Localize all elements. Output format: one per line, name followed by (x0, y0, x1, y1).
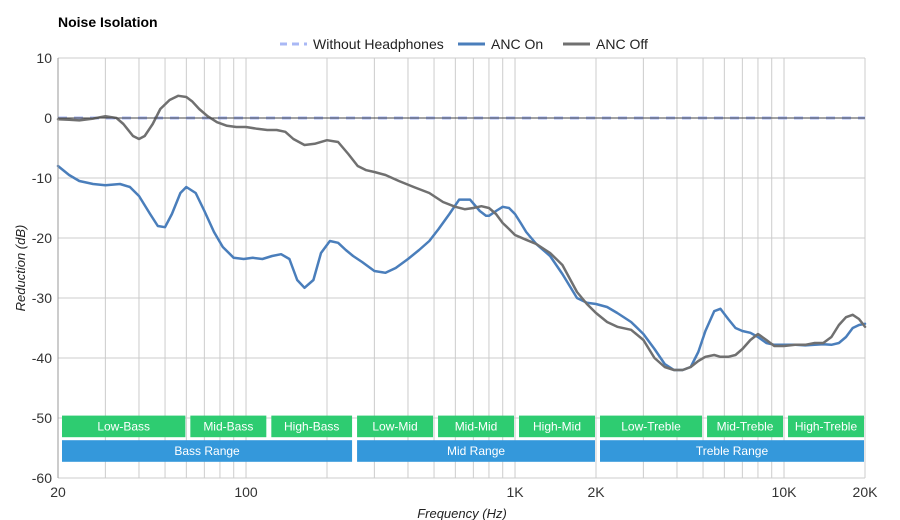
band-label: Low-Bass (97, 419, 150, 433)
band-label: Low-Treble (621, 419, 681, 433)
y-tick-label: -20 (32, 230, 52, 246)
x-tick-label: 10K (772, 484, 798, 500)
band-high-bass (271, 415, 353, 438)
grid-lines (57, 57, 866, 479)
band-mid-mid (438, 415, 515, 438)
band-low-mid (357, 415, 434, 438)
band-bass-range (62, 440, 353, 462)
x-tick-label: 1K (506, 484, 524, 500)
y-tick-label: -10 (32, 170, 52, 186)
band-label: High-Bass (284, 419, 339, 433)
band-label: Mid-Bass (203, 419, 253, 433)
x-tick-label: 20 (50, 484, 66, 500)
band-label: Low-Mid (372, 419, 417, 433)
y-tick-label: -60 (32, 470, 52, 486)
y-tick-label: 10 (36, 50, 52, 66)
band-treble-range (600, 440, 864, 462)
x-tick-label: 2K (587, 484, 605, 500)
series-line-anc-on (56, 164, 867, 372)
band-label: Mid-Treble (717, 419, 774, 433)
band-label: Bass Range (174, 444, 240, 458)
y-axis-label: Reduction (dB) (13, 225, 28, 312)
x-tick-label: 20K (853, 484, 879, 500)
band-mid-bass (190, 415, 267, 438)
band-label: High-Treble (795, 419, 858, 433)
band-mid-range (357, 440, 595, 462)
legend: Without Headphones ANC On ANC Off (280, 36, 648, 52)
y-tick-label: -40 (32, 350, 52, 366)
band-label: High-Mid (533, 419, 581, 433)
chart-title: Noise Isolation (58, 14, 158, 30)
band-high-mid (519, 415, 595, 438)
frequency-bands: Low-Bass Mid-Bass High-Bass Low-Mid Mid-Mid H… (62, 415, 864, 462)
y-tick-label: -30 (32, 290, 52, 306)
y-tick-label: -50 (32, 410, 52, 426)
band-low-bass (62, 415, 186, 438)
band-low-treble (600, 415, 703, 438)
band-label: Mid-Mid (455, 419, 498, 433)
y-tick-label: 0 (44, 110, 52, 126)
band-label: Treble Range (696, 444, 769, 458)
legend-label: ANC On (491, 36, 543, 52)
legend-label: ANC Off (596, 36, 648, 52)
band-high-treble (788, 415, 864, 438)
legend-label: Without Headphones (313, 36, 444, 52)
data-series (56, 94, 867, 372)
x-tick-label: 100 (234, 484, 258, 500)
x-axis-label: Frequency (Hz) (417, 506, 507, 520)
series-line-anc-off (56, 94, 867, 372)
band-mid-treble (707, 415, 784, 438)
band-label: Mid Range (447, 444, 505, 458)
